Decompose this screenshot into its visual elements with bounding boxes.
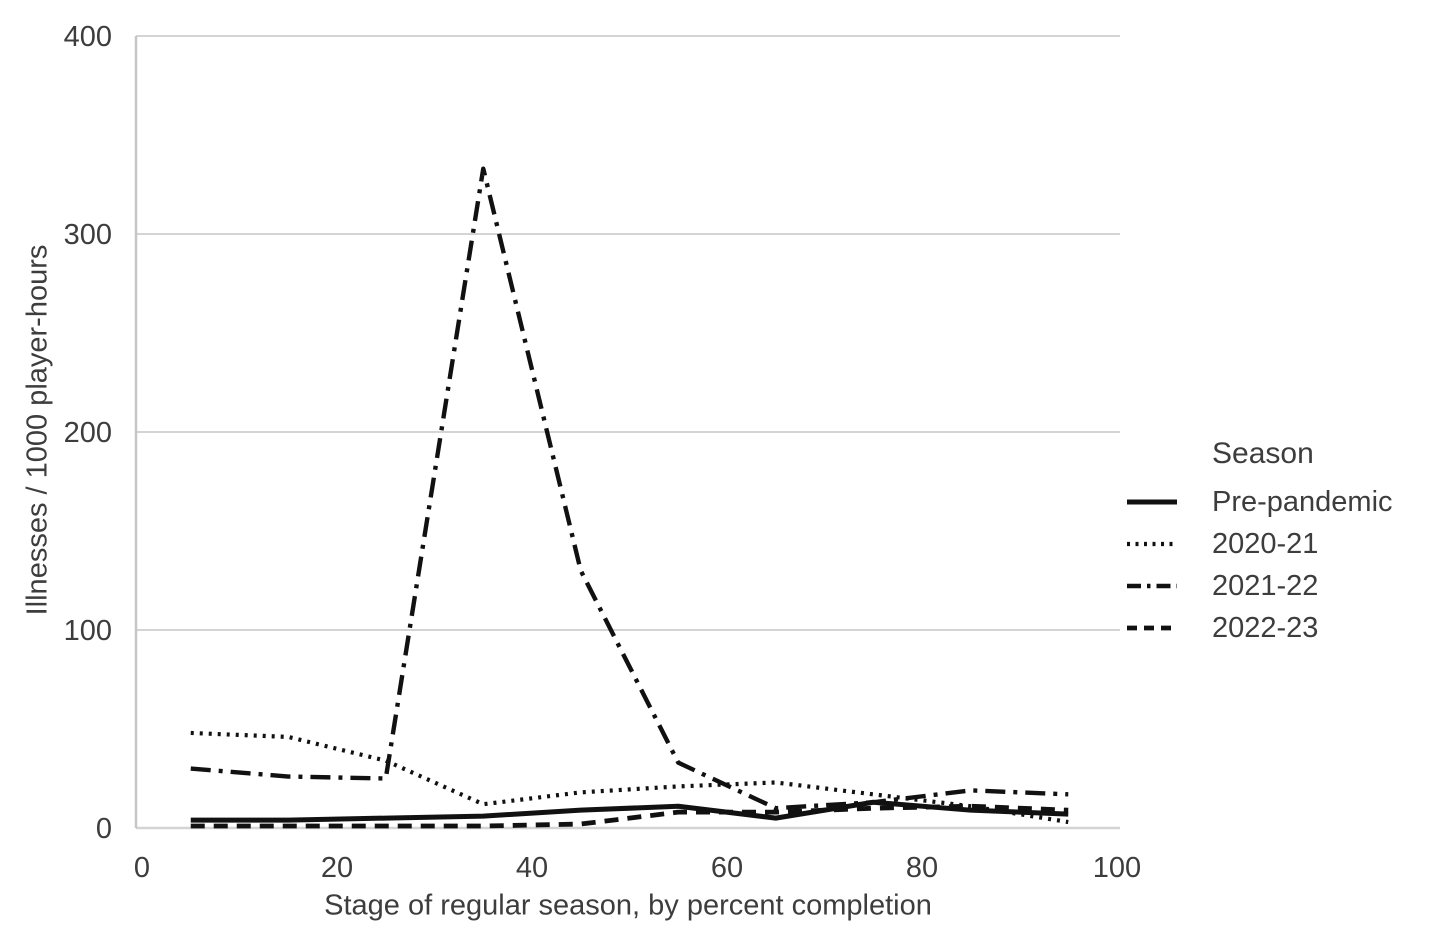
- y-tick-label-300: 300: [64, 219, 112, 251]
- legend-title: Season: [1212, 437, 1314, 470]
- legend-entry: 2020-21: [1127, 523, 1393, 565]
- legend-entry-label: 2020-21: [1212, 527, 1319, 560]
- x-tick-label-40: 40: [516, 852, 548, 884]
- x-tick-label-0: 0: [134, 852, 150, 884]
- legend-line-sample-dashdot: [1127, 583, 1177, 589]
- series-line-2021-22: [190, 166, 1069, 811]
- x-tick-label-20: 20: [321, 852, 353, 884]
- series-line-pre-pandemic: [190, 799, 1069, 823]
- legend-line-sample-dashed: [1127, 625, 1177, 631]
- legend-entry: Pre-pandemic: [1127, 481, 1393, 523]
- legend-entry: 2021-22: [1127, 565, 1393, 607]
- series-line-2020-21: [190, 730, 1069, 825]
- y-tick-label-0: 0: [96, 813, 112, 845]
- x-axis-title: Stage of regular season, by percent comp…: [324, 889, 932, 922]
- series-line-2022-23: [190, 803, 1069, 829]
- legend-entry-label: Pre-pandemic: [1212, 485, 1393, 518]
- y-tick-label-400: 400: [64, 21, 112, 53]
- legend-entries: Pre-pandemic 2020-21 2021-22 2022-23: [1127, 481, 1393, 649]
- x-tick-label-100: 100: [1093, 852, 1141, 884]
- legend-line-sample-dotted: [1127, 541, 1177, 547]
- x-tick-label-80: 80: [906, 852, 938, 884]
- y-tick-label-100: 100: [64, 615, 112, 647]
- y-axis-title: Illnesses / 1000 player-hours: [21, 244, 54, 616]
- legend-line-sample-solid: [1127, 499, 1177, 505]
- x-tick-label-60: 60: [711, 852, 743, 884]
- legend-entry: 2022-23: [1127, 607, 1393, 649]
- y-tick-label-200: 200: [64, 417, 112, 449]
- legend-entry-label: 2021-22: [1212, 569, 1319, 602]
- legend: Season Pre-pandemic 2020-21 2021-22 2022-23: [1127, 437, 1393, 649]
- legend-entry-label: 2022-23: [1212, 611, 1319, 644]
